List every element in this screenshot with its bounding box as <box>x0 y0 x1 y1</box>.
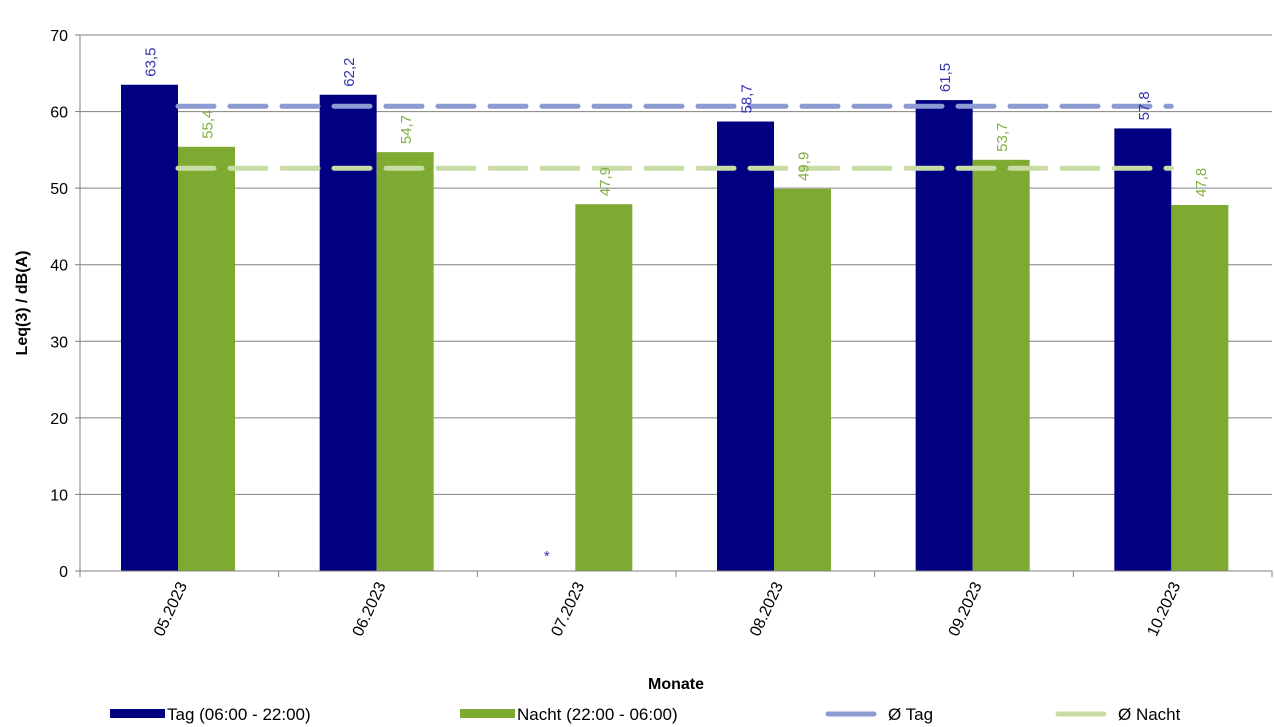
y-tick-label: 10 <box>50 487 68 504</box>
data-labels: 63,5 62,2 * 58,7 61,5 57,8 55,4 54,7 47,9 49,9 53,… <box>143 48 1210 565</box>
x-tick-label: 06.2023 <box>350 579 390 639</box>
data-label: 57,8 <box>1136 91 1153 120</box>
legend-item: Ø Nacht <box>1055 705 1181 724</box>
x-tick-label: 08.2023 <box>747 579 787 639</box>
legend-label: Ø Nacht <box>1118 705 1181 724</box>
legend-swatch <box>110 709 165 718</box>
bars <box>121 84 1229 572</box>
legend-item: Nacht (22:00 - 06:00) <box>460 705 678 724</box>
y-tick-label: 30 <box>50 334 68 351</box>
legend-label: Tag (06:00 - 22:00) <box>167 705 311 724</box>
legend: Tag (06:00 - 22:00) Nacht (22:00 - 06:00)… <box>110 705 1181 724</box>
average-lines <box>175 103 1174 171</box>
data-label: 54,7 <box>398 115 415 144</box>
legend-swatch <box>460 709 515 718</box>
data-label: 47,9 <box>597 167 614 196</box>
x-tick-label: 07.2023 <box>548 579 588 639</box>
data-label: * <box>544 548 550 565</box>
bar <box>972 159 1030 571</box>
y-tick-label: 70 <box>50 28 68 45</box>
bar <box>717 121 774 572</box>
legend-label: Ø Tag <box>888 705 933 724</box>
gridlines <box>80 34 1272 495</box>
bar <box>376 152 434 571</box>
data-label: 47,8 <box>1193 168 1210 197</box>
bar <box>121 84 178 572</box>
legend-label: Nacht (22:00 - 06:00) <box>517 705 678 724</box>
legend-item: Ø Tag <box>825 705 933 724</box>
bar <box>319 94 377 572</box>
bar <box>178 146 235 571</box>
y-tick-label: 40 <box>50 258 68 275</box>
legend-item: Tag (06:00 - 22:00) <box>110 705 311 724</box>
bar <box>1114 128 1172 571</box>
x-tick-label: 05.2023 <box>151 579 191 639</box>
bar <box>1171 204 1229 571</box>
y-tick-label: 0 <box>59 564 68 581</box>
bar <box>915 100 973 571</box>
data-label: 49,9 <box>796 152 813 181</box>
x-tick-label: 09.2023 <box>946 579 986 639</box>
bar <box>575 204 633 572</box>
x-axis-title: Monate <box>648 676 704 693</box>
data-label: 62,2 <box>341 58 358 87</box>
bar <box>774 188 831 571</box>
y-tick-label: 20 <box>50 411 68 428</box>
data-label: 55,4 <box>200 110 217 139</box>
data-label: 53,7 <box>994 123 1011 152</box>
data-label: 61,5 <box>937 63 954 92</box>
data-label: 63,5 <box>143 48 160 77</box>
y-axis-title: Leq(3) / dB(A) <box>14 251 31 356</box>
y-tick-label: 50 <box>50 181 68 198</box>
y-tick-label: 60 <box>50 105 68 122</box>
x-tick-label: 10.2023 <box>1144 579 1184 639</box>
data-label: 58,7 <box>739 84 756 113</box>
